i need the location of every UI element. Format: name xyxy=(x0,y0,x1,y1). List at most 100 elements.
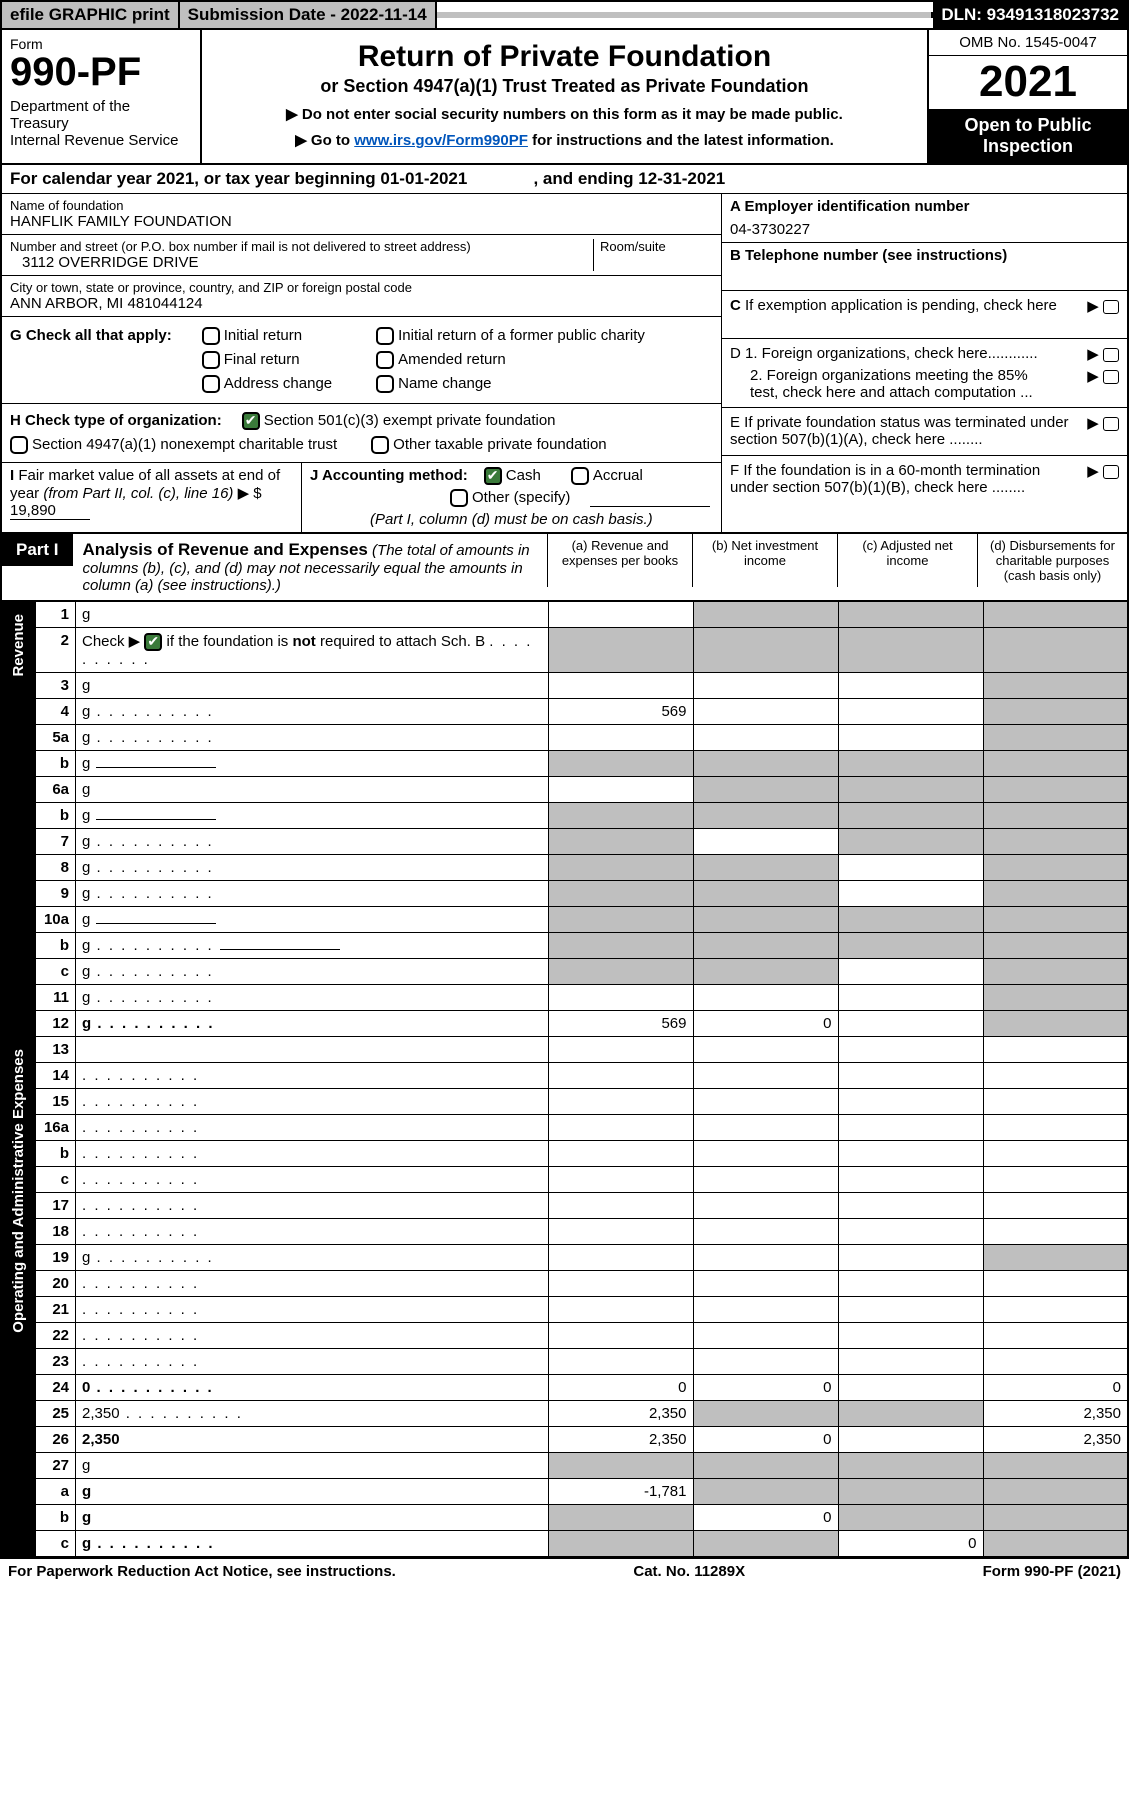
row-description: 0 xyxy=(76,1374,549,1400)
amount-cell: 569 xyxy=(548,1010,693,1036)
table-row: 27g xyxy=(1,1452,1128,1478)
amount-cell xyxy=(983,776,1128,802)
row-description xyxy=(76,1192,549,1218)
a-value: 04-3730227 xyxy=(730,221,1119,238)
row-number: b xyxy=(36,802,76,828)
table-row: 20 xyxy=(1,1270,1128,1296)
amount-cell xyxy=(548,1036,693,1062)
form-title: Return of Private Foundation xyxy=(214,40,915,74)
col-d-header: (d) Disbursements for charitable purpose… xyxy=(977,534,1127,587)
g-amended-return[interactable]: Amended return xyxy=(376,351,645,369)
row-description xyxy=(76,1322,549,1348)
d2-label: 2. Foreign organizations meeting the 85%… xyxy=(730,367,1050,401)
e-label: E If private foundation status was termi… xyxy=(730,414,1070,448)
h-4947[interactable]: Section 4947(a)(1) nonexempt charitable … xyxy=(10,436,337,454)
omb-number: OMB No. 1545-0047 xyxy=(929,30,1127,56)
table-row: 8g xyxy=(1,854,1128,880)
g-final-return[interactable]: Final return xyxy=(202,351,332,369)
row-number: 4 xyxy=(36,698,76,724)
row-number: 21 xyxy=(36,1296,76,1322)
row-description: g xyxy=(76,1530,549,1557)
d2-checkbox[interactable] xyxy=(1103,370,1119,384)
amount-cell xyxy=(983,724,1128,750)
col-a-header: (a) Revenue and expenses per books xyxy=(547,534,692,587)
row-number: 12 xyxy=(36,1010,76,1036)
amount-cell xyxy=(983,828,1128,854)
amount-cell xyxy=(693,1166,838,1192)
row-number: 16a xyxy=(36,1114,76,1140)
row-description xyxy=(76,1114,549,1140)
row-description: g xyxy=(76,776,549,802)
amount-cell xyxy=(983,1348,1128,1374)
table-row: c xyxy=(1,1166,1128,1192)
amount-cell xyxy=(838,1010,983,1036)
header-left: Form 990-PF Department of the Treasury I… xyxy=(2,30,202,163)
g-address-change[interactable]: Address change xyxy=(202,375,332,393)
amount-cell xyxy=(838,1478,983,1504)
efile-print-button[interactable]: efile GRAPHIC print xyxy=(2,2,180,28)
amount-cell xyxy=(548,627,693,672)
amount-cell xyxy=(983,601,1128,627)
h-opt-label: Section 501(c)(3) exempt private foundat… xyxy=(264,412,556,429)
amount-cell xyxy=(693,698,838,724)
g-opt-label: Final return xyxy=(224,351,300,368)
row-description: g xyxy=(76,984,549,1010)
row-number: 27 xyxy=(36,1452,76,1478)
amount-cell xyxy=(983,1244,1128,1270)
irs-link[interactable]: www.irs.gov/Form990PF xyxy=(354,132,528,149)
g-initial-public[interactable]: Initial return of a former public charit… xyxy=(376,327,645,345)
j-other[interactable]: Other (specify) xyxy=(450,489,570,507)
amount-cell xyxy=(983,1010,1128,1036)
amount-cell xyxy=(548,1062,693,1088)
row-number: 9 xyxy=(36,880,76,906)
row-number: 7 xyxy=(36,828,76,854)
j-accrual[interactable]: Accrual xyxy=(571,467,643,485)
header-center: Return of Private Foundation or Section … xyxy=(202,30,927,163)
amount-cell xyxy=(983,1270,1128,1296)
row-description xyxy=(76,1348,549,1374)
amount-cell xyxy=(693,1296,838,1322)
amount-cell xyxy=(838,1114,983,1140)
amount-cell xyxy=(838,1062,983,1088)
amount-cell xyxy=(838,1192,983,1218)
f-checkbox[interactable] xyxy=(1103,465,1119,479)
row-description: g xyxy=(76,1478,549,1504)
amount-cell xyxy=(693,1270,838,1296)
submission-date: Submission Date - 2022-11-14 xyxy=(180,2,437,28)
amount-cell xyxy=(548,1530,693,1557)
j-cash[interactable]: Cash xyxy=(484,467,541,485)
row-number: c xyxy=(36,958,76,984)
amount-cell xyxy=(838,627,983,672)
form-header: Form 990-PF Department of the Treasury I… xyxy=(0,30,1129,165)
amount-cell xyxy=(838,724,983,750)
d1-checkbox[interactable] xyxy=(1103,348,1119,362)
row-description: 2,350 xyxy=(76,1426,549,1452)
table-row: 19g xyxy=(1,1244,1128,1270)
e-checkbox[interactable] xyxy=(1103,417,1119,431)
h-other-taxable[interactable]: Other taxable private foundation xyxy=(371,436,606,454)
table-row: bg xyxy=(1,750,1128,776)
city-label: City or town, state or province, country… xyxy=(10,280,713,295)
amount-cell xyxy=(838,1036,983,1062)
amount-cell xyxy=(548,906,693,932)
amount-cell xyxy=(983,1452,1128,1478)
amount-cell xyxy=(693,984,838,1010)
table-row: 23 xyxy=(1,1348,1128,1374)
amount-cell xyxy=(983,802,1128,828)
amount-cell xyxy=(983,1088,1128,1114)
amount-cell xyxy=(693,601,838,627)
part1-title: Analysis of Revenue and Expenses xyxy=(83,540,368,559)
amount-cell xyxy=(983,958,1128,984)
g-initial-return[interactable]: Initial return xyxy=(202,327,332,345)
amount-cell: 2,350 xyxy=(548,1426,693,1452)
amount-cell xyxy=(983,698,1128,724)
h-501c3[interactable]: Section 501(c)(3) exempt private foundat… xyxy=(242,412,556,430)
g-name-change[interactable]: Name change xyxy=(376,375,645,393)
table-row: 2Check ▶ if the foundation is not requir… xyxy=(1,627,1128,672)
amount-cell xyxy=(693,1088,838,1114)
amount-cell xyxy=(548,1348,693,1374)
amount-cell xyxy=(693,776,838,802)
tax-year: 2021 xyxy=(929,56,1127,109)
j-note: (Part I, column (d) must be on cash basi… xyxy=(310,511,713,528)
c-checkbox[interactable] xyxy=(1103,300,1119,314)
